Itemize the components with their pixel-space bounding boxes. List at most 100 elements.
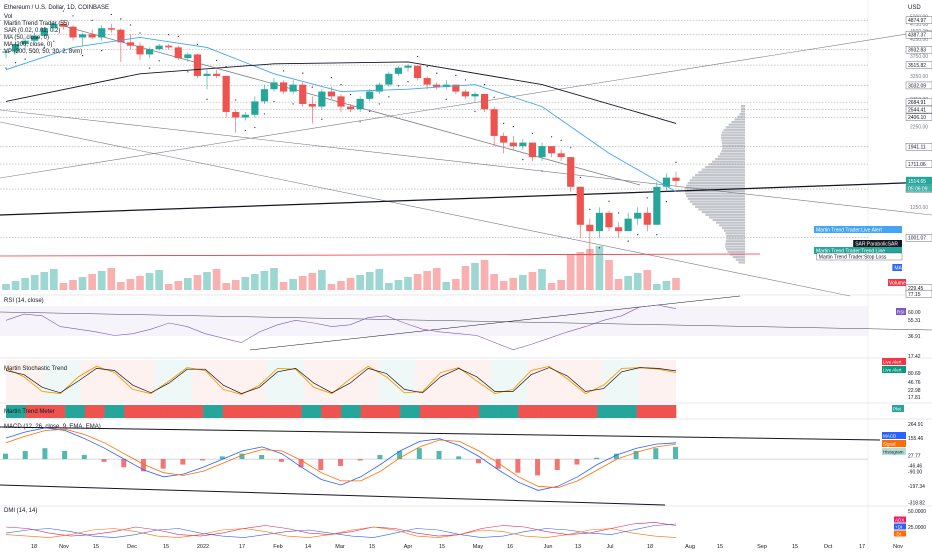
dmi-line-minusdi[interactable] [5, 526, 677, 538]
candle[interactable] [375, 82, 383, 94]
macd-trend-line[interactable] [0, 426, 881, 441]
candle[interactable] [165, 43, 173, 50]
candle[interactable] [519, 139, 527, 150]
candle[interactable] [11, 42, 20, 53]
candle[interactable] [528, 142, 537, 161]
candle[interactable] [279, 80, 288, 94]
indicator-badge[interactable]: Martin Trend Trader:Trend Line [814, 247, 902, 255]
candle[interactable] [31, 32, 39, 43]
volume-badge[interactable]: Volume [888, 279, 906, 287]
rsi-line[interactable] [5, 304, 677, 351]
legend-item-martin-trend-trader[interactable]: Martin Trend Trader (55) [4, 21, 69, 27]
candle[interactable] [624, 212, 632, 232]
candle[interactable] [308, 96, 316, 124]
candle[interactable] [567, 157, 575, 192]
candle[interactable] [117, 28, 125, 62]
ma50-line[interactable] [5, 36, 677, 192]
macd-series-badge[interactable]: Histogram [882, 448, 906, 455]
dmi-pane-title[interactable]: DMI (14, 14) [4, 508, 37, 514]
candle[interactable] [557, 149, 565, 161]
candle[interactable] [270, 78, 278, 92]
signal-line[interactable] [5, 428, 677, 489]
candle[interactable] [337, 93, 345, 112]
trend-meter-badge[interactable]: Plot [892, 405, 904, 412]
candle[interactable] [69, 25, 77, 41]
trend-line[interactable] [59, 24, 641, 186]
trend-line[interactable] [0, 253, 761, 257]
candle[interactable] [136, 42, 144, 60]
candle[interactable] [50, 20, 58, 32]
candle[interactable] [471, 91, 479, 102]
candle[interactable] [662, 173, 671, 192]
candle[interactable] [184, 52, 192, 62]
candle[interactable] [2, 49, 10, 59]
candle[interactable] [547, 146, 556, 158]
candle[interactable] [509, 135, 517, 150]
legend-item-vol[interactable]: Vol [4, 14, 12, 20]
indicator-badge[interactable]: Martin Trend Trader:Live Alert [814, 226, 902, 234]
candle[interactable] [442, 80, 450, 90]
candle[interactable] [634, 207, 642, 225]
candle[interactable] [490, 106, 498, 147]
macd-series-badge[interactable]: MACD [882, 432, 906, 439]
candle[interactable] [318, 89, 326, 110]
indicator-badge[interactable]: Martin Trend Trader:Stop Loss [816, 252, 903, 261]
candle[interactable] [289, 80, 297, 94]
macd-series-badge[interactable]: Signal [882, 440, 906, 447]
stoch-alert-badge[interactable]: Live Alert [882, 358, 906, 365]
candle[interactable] [251, 96, 259, 118]
candle[interactable] [299, 82, 307, 107]
macd-trend-line[interactable] [0, 484, 666, 506]
candle[interactable] [480, 93, 489, 112]
candle[interactable] [404, 63, 412, 72]
candle[interactable] [346, 103, 355, 112]
trend-line[interactable] [0, 121, 851, 297]
stoch-d-line[interactable] [5, 367, 677, 394]
candle[interactable] [40, 26, 48, 38]
candle[interactable] [174, 45, 182, 60]
macd-line[interactable] [5, 427, 677, 491]
trend-meter-pane-title[interactable]: Martin Trend Meter [4, 409, 55, 415]
legend-item-ma200[interactable]: MA (200, close, 0) [4, 42, 52, 48]
candle[interactable] [538, 142, 546, 161]
candle[interactable] [385, 71, 393, 87]
candle[interactable] [88, 29, 96, 40]
candle[interactable] [145, 47, 154, 59]
candle[interactable] [643, 207, 651, 232]
candle[interactable] [203, 69, 211, 90]
candle[interactable] [59, 20, 68, 30]
dmi-series-badge[interactable]: ADX [894, 516, 906, 523]
stoch-alert-badge[interactable]: Live Alert [882, 366, 906, 373]
candle[interactable] [461, 89, 470, 99]
candle[interactable] [193, 53, 202, 79]
candle[interactable] [366, 89, 374, 102]
candle[interactable] [500, 132, 508, 154]
candle[interactable] [605, 210, 613, 232]
candle[interactable] [672, 171, 680, 187]
candle[interactable] [107, 23, 115, 33]
trend-line[interactable] [0, 29, 932, 179]
candle[interactable] [413, 65, 422, 81]
indicator-badge[interactable]: SAR:ParabolicSAR [853, 240, 902, 248]
trend-line[interactable] [0, 181, 932, 216]
candle[interactable] [98, 25, 106, 41]
candle[interactable] [356, 96, 364, 112]
dmi-line-plusdi[interactable] [5, 523, 677, 538]
candle[interactable] [423, 75, 431, 90]
candle[interactable] [576, 186, 584, 238]
candle[interactable] [653, 182, 661, 225]
candle[interactable] [126, 34, 135, 50]
candle[interactable] [614, 222, 623, 238]
candle[interactable] [433, 82, 441, 90]
candle[interactable] [241, 111, 249, 121]
candle[interactable] [21, 37, 29, 50]
legend-item-vp[interactable]: VP (200, 500, 50, 30, 2, 8vm) [4, 49, 82, 55]
stoch-k-line[interactable] [5, 365, 677, 395]
candle[interactable] [260, 84, 269, 104]
candle[interactable] [394, 65, 403, 76]
candle[interactable] [222, 75, 230, 118]
legend-item-ma50[interactable]: MA (50, close, 0) [4, 35, 49, 41]
dmi-series-badge[interactable]: +DI [894, 523, 906, 530]
rsi-trend-line[interactable] [0, 311, 932, 331]
